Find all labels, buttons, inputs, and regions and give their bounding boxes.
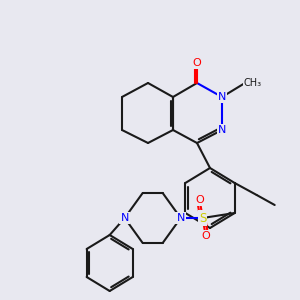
Text: N: N: [121, 213, 129, 223]
Text: O: O: [201, 231, 210, 241]
Text: N: N: [176, 213, 185, 223]
Text: O: O: [193, 58, 201, 68]
Text: S: S: [199, 212, 206, 224]
Text: N: N: [218, 92, 226, 102]
Text: N: N: [218, 125, 226, 135]
Text: O: O: [195, 195, 204, 205]
Text: CH₃: CH₃: [244, 78, 262, 88]
